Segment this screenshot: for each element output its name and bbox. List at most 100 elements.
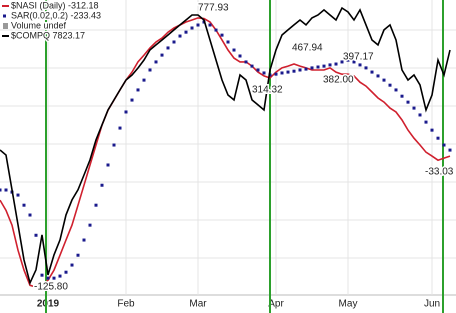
annotation: 467.94 xyxy=(292,43,323,54)
sar-dot xyxy=(82,238,86,242)
sar-dot xyxy=(4,188,8,192)
sar-dot xyxy=(214,28,218,32)
sar-dot xyxy=(310,66,314,70)
sar-dot xyxy=(322,64,326,68)
sar-dot xyxy=(148,68,152,72)
sar-dot xyxy=(184,30,188,34)
sar-dot xyxy=(436,136,440,140)
sar-dot xyxy=(16,193,20,197)
x-tick-label: Jun xyxy=(424,299,440,310)
sar-dot xyxy=(100,183,104,187)
plot xyxy=(0,6,452,288)
annotation: -33.03 xyxy=(425,167,454,178)
sar-dot xyxy=(172,40,176,44)
sar-dot xyxy=(112,143,116,147)
sar-dot xyxy=(64,270,68,274)
sar-dot xyxy=(76,253,80,257)
sar-dot xyxy=(346,58,350,62)
sar-dot xyxy=(388,83,392,87)
sar-dot xyxy=(370,70,374,74)
legend-label: SAR(0.02,0.2) -233.43 xyxy=(11,10,101,20)
annotation: 382.00 xyxy=(323,75,354,86)
sar-dot xyxy=(40,273,44,277)
sar-dot xyxy=(226,40,230,44)
sar-dot xyxy=(106,163,110,167)
x-tick-label: 2019 xyxy=(37,299,60,310)
legend-swatch xyxy=(3,23,8,29)
sar-dot xyxy=(394,88,398,92)
sar-dot xyxy=(382,78,386,82)
annotations: 777.93 467.94 397.17 314.32 382.00 -125.80 -33… xyxy=(33,1,456,294)
annotation: 314.32 xyxy=(252,85,283,96)
sar-dot xyxy=(136,88,140,92)
sar-dot xyxy=(304,67,308,71)
annotation: -125.80 xyxy=(34,282,68,293)
sar-dot xyxy=(244,60,248,64)
sar-dot xyxy=(124,110,128,114)
annotation: 397.17 xyxy=(343,52,374,63)
sar-dot xyxy=(298,68,302,72)
legend-label: Volume undef xyxy=(11,20,67,30)
sar-dot xyxy=(28,213,32,217)
sar-dot xyxy=(316,65,320,69)
sar-dot xyxy=(442,143,446,147)
sar-dot xyxy=(334,62,338,66)
sar-dot xyxy=(376,74,380,78)
sar-dot xyxy=(364,66,368,70)
sar-dot xyxy=(274,72,278,76)
sar-dot xyxy=(406,100,410,104)
series-line xyxy=(0,6,451,286)
annotation: 777.93 xyxy=(198,3,229,14)
sar-dot xyxy=(190,26,194,30)
sar-dot xyxy=(52,276,56,280)
sar-dot xyxy=(94,203,98,207)
sar-dot xyxy=(400,94,404,98)
legend-swatch xyxy=(3,14,6,18)
sar-dot xyxy=(22,203,26,207)
x-tick-label: Apr xyxy=(268,299,284,310)
sar-dot xyxy=(160,53,164,57)
sar-dot xyxy=(130,98,134,102)
sar-dot xyxy=(238,54,242,58)
sar-dot xyxy=(340,60,344,64)
sar-dot xyxy=(166,46,170,50)
sar-dot xyxy=(154,60,158,64)
sar-dot xyxy=(292,69,296,73)
sar-dot xyxy=(256,68,260,72)
sar-dot xyxy=(46,276,50,280)
sar-dot xyxy=(262,71,266,75)
sar-dot xyxy=(34,233,38,237)
x-tick-label: Feb xyxy=(117,299,135,310)
sar-dot xyxy=(418,113,422,117)
sar-dot xyxy=(232,48,236,52)
sar-dot xyxy=(58,274,62,278)
sar-dot xyxy=(250,64,254,68)
sar-dot xyxy=(118,126,122,130)
sar-dot xyxy=(0,188,2,192)
sar-dot xyxy=(430,128,434,132)
sar-dot xyxy=(352,60,356,64)
sar-dot xyxy=(424,120,428,124)
series-line xyxy=(0,17,451,288)
legend-label: $NASI (Daily) -312.18 xyxy=(11,0,99,10)
sar-dot xyxy=(220,33,224,37)
sar-dot xyxy=(196,23,200,27)
sar-dot xyxy=(88,223,92,227)
sar-dot xyxy=(208,23,212,27)
sar-dot xyxy=(280,71,284,75)
x-tick-label: May xyxy=(339,299,358,310)
sar-dot xyxy=(178,34,182,38)
sar-dot xyxy=(358,63,362,67)
sar-dot xyxy=(448,148,452,152)
sar-dot xyxy=(70,263,74,267)
sar-dot xyxy=(412,106,416,110)
sar-dot xyxy=(142,78,146,82)
legend-label: $COMPQ 7823.17 xyxy=(11,30,85,40)
sar-dot xyxy=(286,70,290,74)
sar-dot xyxy=(328,63,332,67)
x-tick-label: Mar xyxy=(189,299,207,310)
